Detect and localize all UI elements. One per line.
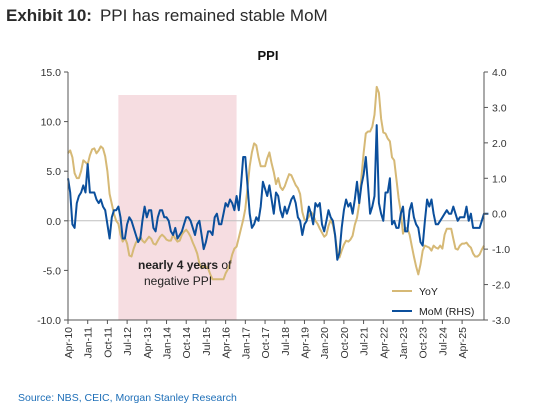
left-tick-label: 0.0	[46, 216, 61, 228]
left-tick-label: -5.0	[43, 265, 61, 277]
x-tick-label: Apr-25	[457, 327, 469, 359]
right-tick-label: 0.0	[492, 209, 507, 221]
x-tick-label: Jul-15	[201, 327, 213, 356]
x-tick-label: Oct-11	[102, 327, 114, 358]
x-tick-label: Oct-17	[260, 327, 272, 359]
left-tick-labels: -10.0 -5.0 0.0 5.0 10.0 15.0	[37, 67, 68, 327]
legend-yoy-label: YoY	[419, 286, 438, 298]
right-tick-label: 3.0	[492, 102, 507, 114]
negative-ppi-shaded-band	[118, 95, 237, 320]
exhibit-heading: Exhibit 10: PPI has remained stable MoM	[6, 6, 328, 26]
annotation-bold-text: nearly 4 years	[138, 258, 218, 272]
left-tick-label: 10.0	[41, 117, 62, 129]
x-tick-label: Jul-18	[280, 327, 292, 356]
right-tick-labels: -3.0 -2.0 -1.0 0.0 1.0 2.0 3.0 4.0	[484, 67, 510, 327]
right-tick-label: -2.0	[492, 280, 510, 292]
x-tick-label: Jul-12	[122, 327, 134, 356]
right-tick-label: 4.0	[492, 67, 507, 79]
x-tick-label: Apr-13	[142, 327, 154, 359]
x-tick-label: Jan-14	[162, 327, 174, 359]
x-tick-label: Apr-16	[221, 327, 233, 359]
left-tick-label: -10.0	[37, 315, 61, 327]
source-note: Source: NBS, CEIC, Morgan Stanley Resear…	[18, 392, 237, 404]
x-tick-label: Jan-23	[398, 327, 410, 359]
x-tick-label: Oct-23	[418, 327, 430, 359]
x-tick-label: Jan-20	[319, 327, 331, 359]
exhibit-label: Exhibit 10:	[6, 6, 92, 25]
left-tick-label: 5.0	[46, 166, 61, 178]
x-tick-label: Oct-14	[181, 327, 193, 359]
exhibit-title: PPI has remained stable MoM	[99, 6, 328, 25]
x-tick-label: Jan-11	[83, 327, 95, 358]
x-tick-labels: Apr-10 Jan-11 Oct-11 Jul-12 Apr-13 Jan-14 Oct-…	[63, 320, 469, 359]
x-tick-label: Apr-19	[299, 327, 311, 359]
legend-mom-label: MoM (RHS)	[419, 306, 474, 318]
x-tick-label: Jul-21	[359, 327, 371, 356]
x-tick-label: Oct-20	[339, 327, 351, 359]
annotation-line-2: negative PPI	[144, 274, 212, 288]
x-tick-label: Apr-10	[63, 327, 75, 359]
right-tick-label: -1.0	[492, 244, 510, 256]
chart-title: PPI	[258, 48, 279, 63]
x-tick-label: Jul-24	[437, 327, 449, 356]
right-tick-label: 2.0	[492, 138, 507, 150]
x-tick-label: Apr-22	[378, 327, 390, 359]
left-tick-label: 15.0	[41, 67, 62, 79]
annotation-suffix-text: of	[218, 258, 232, 272]
right-tick-label: -3.0	[492, 315, 510, 327]
right-tick-label: 1.0	[492, 173, 507, 185]
x-tick-label: Jan-17	[240, 327, 252, 359]
annotation-line-1: nearly 4 years of	[138, 258, 232, 272]
series-mom-line	[67, 124, 489, 261]
